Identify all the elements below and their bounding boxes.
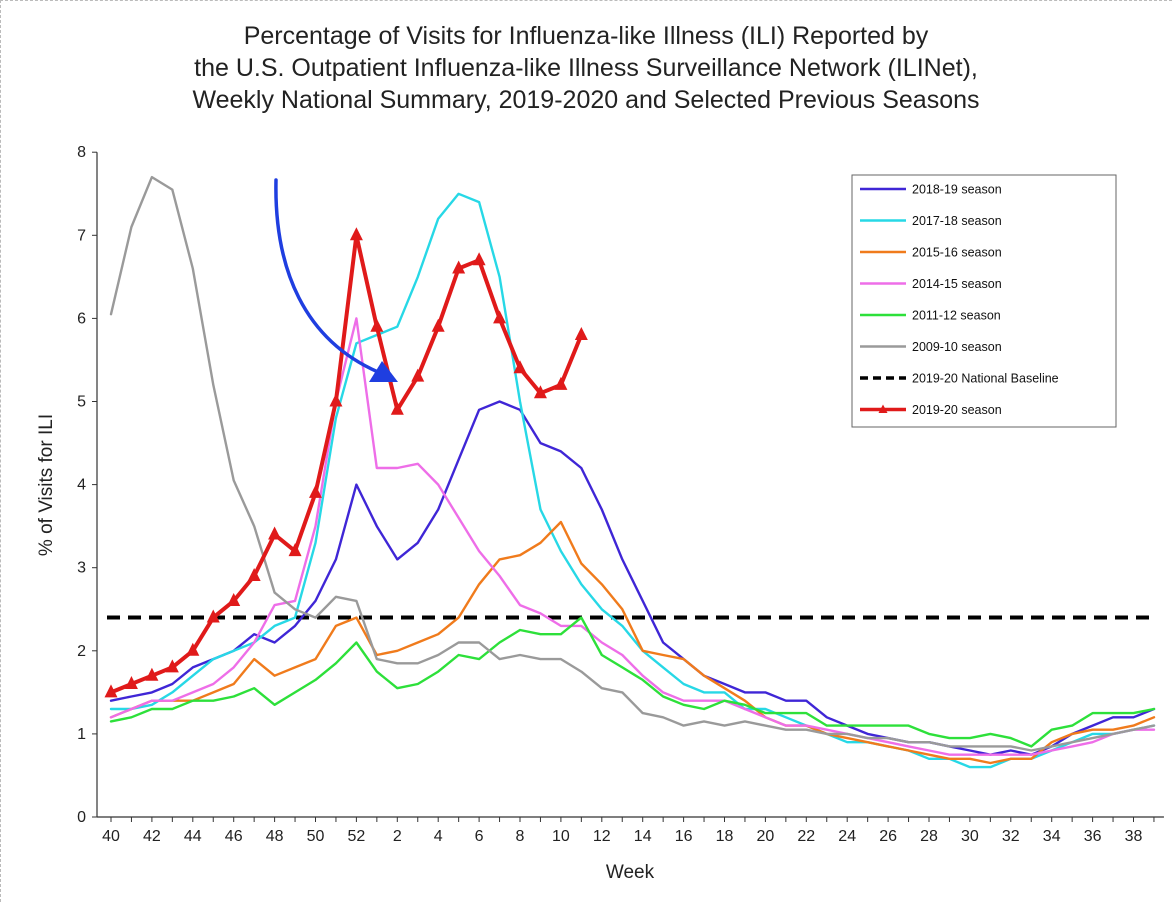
legend-label-2018-19-season: 2018-19 season: [912, 183, 1002, 197]
x-tick-label: 14: [634, 828, 652, 845]
x-tick-label: 34: [1043, 828, 1061, 845]
series-marker-2019-20-season: [533, 385, 547, 399]
series-line-2014-15-season: [109, 317, 1156, 756]
annotation-arrow-head: [369, 361, 398, 382]
x-tick-label: 2: [393, 828, 402, 845]
series-marker-2019-20-season: [329, 393, 343, 407]
x-tick-label: 12: [593, 828, 611, 845]
series-marker-2019-20-season: [411, 368, 425, 382]
x-tick-label: 30: [961, 828, 979, 845]
x-tick-label: 20: [757, 828, 775, 845]
series-line-2017-18-season: [109, 192, 1156, 769]
series-marker-2019-20-season: [431, 318, 445, 332]
y-tick-label: 7: [77, 227, 86, 244]
series-marker-2019-20-season: [513, 360, 527, 374]
y-tick-label: 8: [77, 144, 86, 161]
legend-label-2014-15-season: 2014-15 season: [912, 277, 1002, 291]
x-tick-label: 52: [348, 828, 366, 845]
x-tick-label: 28: [920, 828, 938, 845]
legend-label-2015-16-season: 2015-16 season: [912, 246, 1002, 260]
series-line-2015-16-season: [109, 520, 1156, 765]
y-tick-label: 4: [77, 477, 86, 494]
x-tick-label: 36: [1084, 828, 1102, 845]
x-tick-label: 10: [552, 828, 570, 845]
annotation-arrow-shaft: [274, 178, 380, 374]
x-tick-label: 22: [797, 828, 815, 845]
y-tick-label: 0: [77, 809, 86, 826]
chart-title: Percentage of Visits for Influenza-like …: [0, 20, 1172, 116]
series-marker-2019-20-season: [206, 609, 220, 623]
title-line-1: Percentage of Visits for Influenza-like …: [243, 22, 929, 50]
x-tick-label: 38: [1125, 828, 1143, 845]
x-tick-label: 4: [434, 828, 443, 845]
series-marker-2019-20-season: [104, 684, 118, 698]
legend-label-2019-20-season: 2019-20 season: [912, 403, 1002, 417]
legend-label-2019-20-national-baseline: 2019-20 National Baseline: [912, 372, 1059, 386]
x-tick-label: 18: [716, 828, 734, 845]
x-axis-title: Week: [606, 862, 655, 883]
series-marker-2019-20-season: [124, 676, 138, 690]
series-marker-2019-20-season: [186, 642, 200, 656]
y-tick-label: 6: [77, 310, 86, 327]
legend-label-2011-12-season: 2011-12 season: [912, 309, 1001, 323]
y-tick-label: 5: [77, 394, 86, 411]
series-marker-2019-20-season: [145, 667, 159, 681]
series-marker-2019-20-season: [165, 659, 179, 673]
y-tick-label: 3: [77, 560, 86, 577]
series-marker-2019-20-season: [452, 260, 466, 274]
series-layer: [104, 175, 1156, 769]
series-marker-2019-20-season: [288, 543, 302, 557]
x-tick-label: 50: [307, 828, 325, 845]
x-tick-label: 44: [184, 828, 202, 845]
series-marker-2019-20-season: [349, 227, 363, 241]
x-tick-label: 24: [838, 828, 856, 845]
y-axis-title: % of Visits for ILI: [36, 414, 57, 556]
series-marker-2019-20-season: [493, 310, 507, 324]
series-line-2018-19-season: [109, 400, 1156, 756]
x-tick-label: 16: [675, 828, 693, 845]
series-marker-2019-20-season: [227, 592, 241, 606]
legend: 2018-19 season 2017-18 season 2015-16 seas…: [851, 174, 1117, 428]
x-tick-label: 48: [266, 828, 284, 845]
x-tick-label: 32: [1002, 828, 1020, 845]
series-marker-2019-20-season: [268, 526, 282, 540]
series-marker-2019-20-season: [309, 484, 322, 498]
annotation-layer: [274, 178, 398, 382]
x-tick-label: 42: [143, 828, 161, 845]
series-marker-2019-20-season: [390, 401, 404, 415]
x-tick-label: 8: [516, 828, 525, 845]
x-tick-label: 6: [475, 828, 484, 845]
title-line-3: Weekly National Summary, 2019-2020 and S…: [192, 86, 980, 114]
legend-label-2017-18-season: 2017-18 season: [912, 214, 1002, 228]
title-line-2: the U.S. Outpatient Influenza-like Illne…: [194, 54, 978, 82]
legend-box: [851, 174, 1117, 428]
series-line-2009-10-season: [109, 175, 1156, 752]
series-marker-2019-20-season: [247, 568, 261, 582]
legend-label-2009-10-season: 2009-10 season: [912, 340, 1002, 354]
x-tick-label: 26: [879, 828, 897, 845]
series-marker-2019-20-season: [472, 252, 486, 266]
series-line-2011-12-season: [109, 616, 1156, 748]
series-marker-2019-20-season: [370, 318, 384, 332]
x-tick-label: 40: [102, 828, 120, 845]
series-marker-2019-20-season: [554, 376, 568, 390]
x-tick-label: 46: [225, 828, 243, 845]
y-tick-label: 1: [77, 726, 86, 743]
series-marker-2019-20-season: [574, 327, 588, 341]
y-tick-label: 2: [77, 643, 86, 660]
legend-marker-2019-20-season: [878, 404, 888, 413]
series-line-2019-20-season: [109, 233, 584, 695]
